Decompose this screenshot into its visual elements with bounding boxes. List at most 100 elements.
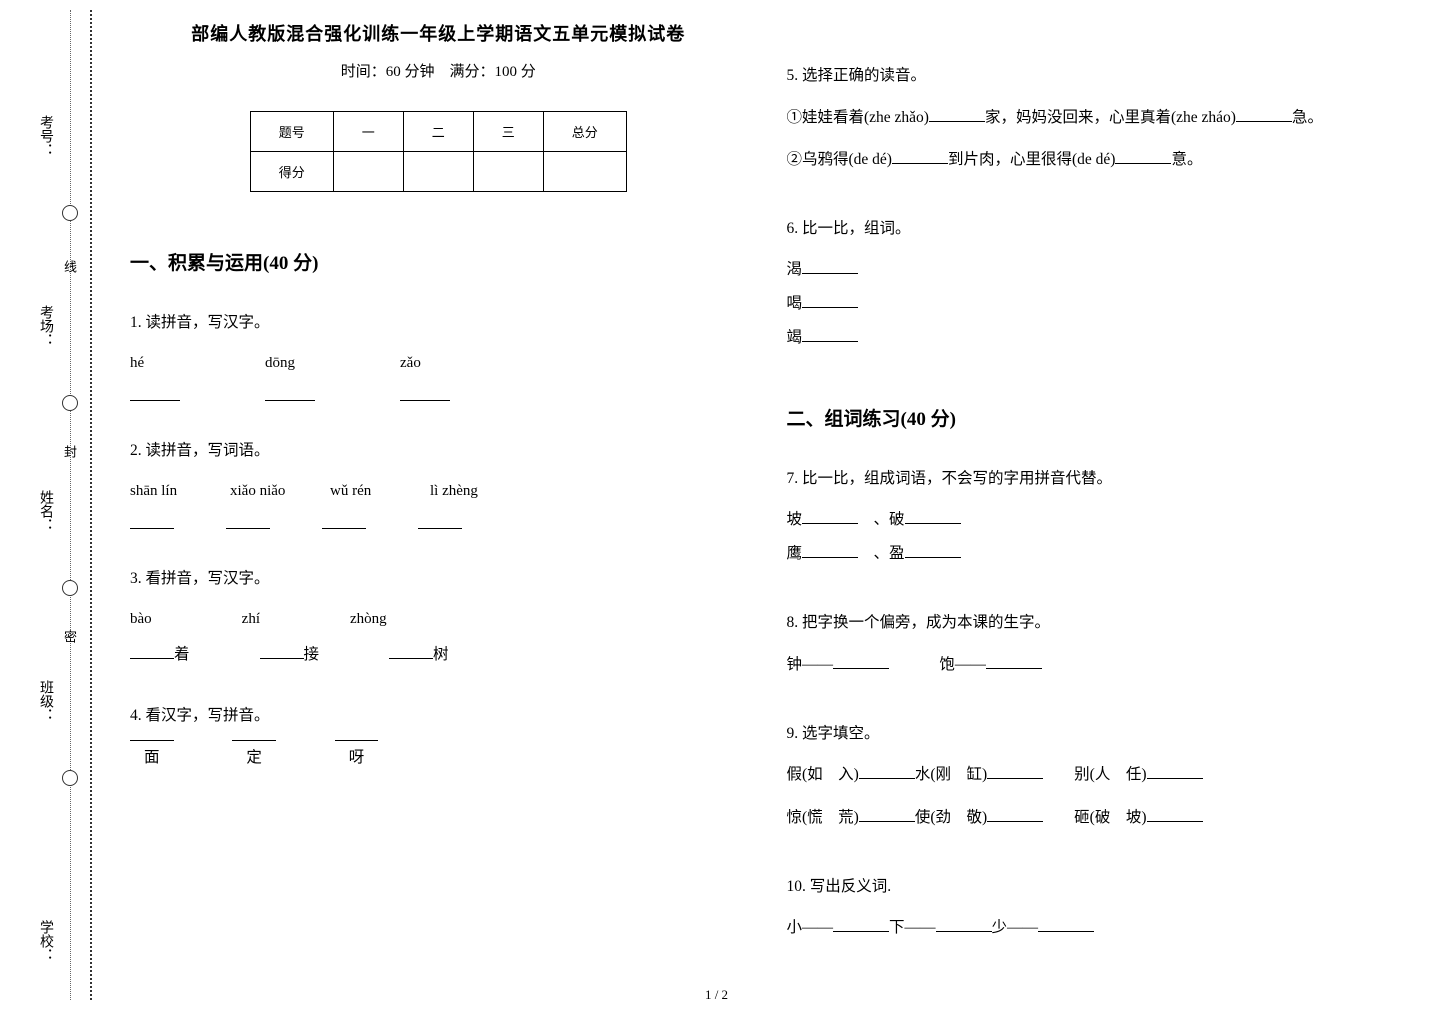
answer-blank bbox=[986, 651, 1042, 669]
q10-item: 小—— bbox=[787, 919, 834, 936]
q2-pinyin: xiǎo niǎo bbox=[230, 476, 300, 508]
q3-pinyin: zhòng bbox=[350, 604, 387, 636]
question-3: 3. 看拼音，写汉字。 bào zhí zhòng 着 接 树 bbox=[130, 563, 747, 672]
q9-item: 水(刚 缸) bbox=[915, 766, 987, 783]
left-column: 部编人教版混合强化训练一年级上学期语文五单元模拟试卷 时间：60 分钟 满分：1… bbox=[130, 20, 747, 991]
answer-blank bbox=[987, 761, 1043, 779]
q3-suffix: 树 bbox=[433, 646, 449, 663]
binding-margin: 考号： 线 考场： 封 姓名： 密 班级： 学校： bbox=[0, 0, 100, 1011]
section-1-heading: 一、积累与运用(40 分) bbox=[130, 248, 747, 275]
q1-pinyin: zǎo bbox=[400, 348, 470, 380]
answer-blank bbox=[802, 324, 858, 342]
circle-mark bbox=[62, 205, 78, 221]
score-header: 一 bbox=[333, 112, 403, 152]
q7-char: 坡 bbox=[787, 511, 803, 528]
question-2: 2. 读拼音，写词语。 shān lín xiǎo niǎo wǔ rén lì… bbox=[130, 435, 747, 535]
label-room: 考场： bbox=[35, 305, 55, 347]
score-cell bbox=[473, 152, 543, 192]
answer-blank bbox=[929, 104, 985, 122]
q10-item: 少—— bbox=[992, 919, 1039, 936]
q5-text: 家，妈妈没回来，心里真着(zhe zháo) bbox=[985, 109, 1236, 126]
question-7: 7. 比一比，组成词语，不会写的字用拼音代替。 坡 、破 鹰 、盈 bbox=[787, 463, 1404, 580]
q5-prompt: 5. 选择正确的读音。 bbox=[787, 60, 1404, 93]
q2-pinyin: lì zhèng bbox=[430, 476, 500, 508]
right-column: 5. 选择正确的读音。 ①娃娃看着(zhe zhǎo) 家，妈妈没回来，心里真着(… bbox=[787, 20, 1404, 991]
question-5: 5. 选择正确的读音。 ①娃娃看着(zhe zhǎo) 家，妈妈没回来，心里真着(… bbox=[787, 60, 1404, 185]
q4-char: 面 bbox=[130, 740, 174, 775]
score-header: 题号 bbox=[250, 112, 333, 152]
q8-item: 饱—— bbox=[939, 656, 986, 673]
score-cell bbox=[333, 152, 403, 192]
answer-blank bbox=[1236, 104, 1292, 122]
page-content: 部编人教版混合强化训练一年级上学期语文五单元模拟试卷 时间：60 分钟 满分：1… bbox=[130, 20, 1403, 991]
q5-text: 急。 bbox=[1292, 109, 1323, 126]
section-2-heading: 二、组词练习(40 分) bbox=[787, 404, 1404, 431]
seal-char-mi: 密 bbox=[60, 630, 79, 657]
q7-char: 盈 bbox=[889, 545, 905, 562]
seal-char-feng: 封 bbox=[60, 445, 79, 472]
q6-char: 竭 bbox=[787, 329, 803, 346]
answer-blank bbox=[1147, 804, 1203, 822]
q2-pinyin: shān lín bbox=[130, 476, 200, 508]
label-name: 姓名： bbox=[35, 490, 55, 532]
q8-item: 钟—— bbox=[787, 656, 834, 673]
q5-text: 意。 bbox=[1171, 151, 1202, 168]
answer-blank bbox=[833, 914, 889, 932]
question-4: 4. 看汉字，写拼音。 面 定 呀 bbox=[130, 700, 747, 784]
question-8: 8. 把字换一个偏旁，成为本课的生字。 钟—— 饱—— bbox=[787, 607, 1404, 690]
answer-blank bbox=[389, 641, 433, 659]
answer-blank bbox=[859, 761, 915, 779]
circle-mark bbox=[62, 395, 78, 411]
q10-prompt: 10. 写出反义词. bbox=[787, 871, 1404, 904]
answer-blank bbox=[833, 651, 889, 669]
q7-prompt: 7. 比一比，组成词语，不会写的字用拼音代替。 bbox=[787, 463, 1404, 496]
q3-pinyin: bào bbox=[130, 604, 152, 636]
score-header: 二 bbox=[403, 112, 473, 152]
label-class: 班级： bbox=[35, 680, 55, 722]
q9-item: 假(如 入) bbox=[787, 766, 859, 783]
answer-blank bbox=[1147, 761, 1203, 779]
q9-item: 别(人 任) bbox=[1074, 766, 1146, 783]
answer-blank bbox=[260, 641, 304, 659]
q6-prompt: 6. 比一比，组词。 bbox=[787, 213, 1404, 246]
q7-char: 破 bbox=[889, 511, 905, 528]
q9-item: 砸(破 坡) bbox=[1074, 809, 1146, 826]
answer-blank bbox=[905, 506, 961, 524]
answer-blank bbox=[130, 383, 180, 401]
score-cell bbox=[543, 152, 626, 192]
q5-text: ①娃娃看着(zhe zhǎo) bbox=[787, 109, 929, 126]
q7-char: 鹰 bbox=[787, 545, 803, 562]
exam-title: 部编人教版混合强化训练一年级上学期语文五单元模拟试卷 bbox=[130, 20, 747, 46]
q2-prompt: 2. 读拼音，写词语。 bbox=[130, 435, 747, 468]
score-table: 题号 一 二 三 总分 得分 bbox=[250, 111, 627, 192]
score-header: 总分 bbox=[543, 112, 626, 152]
answer-blank bbox=[1038, 914, 1094, 932]
score-header: 三 bbox=[473, 112, 543, 152]
score-cell bbox=[403, 152, 473, 192]
page-number: 1 / 2 bbox=[705, 987, 728, 1003]
answer-blank bbox=[892, 146, 948, 164]
q5-text: 到片肉，心里很得(de dé) bbox=[948, 151, 1115, 168]
answer-blank bbox=[802, 540, 858, 558]
q8-prompt: 8. 把字换一个偏旁，成为本课的生字。 bbox=[787, 607, 1404, 640]
answer-blank bbox=[265, 383, 315, 401]
q2-pinyin: wǔ rén bbox=[330, 476, 400, 508]
q1-pinyin: dōng bbox=[265, 348, 335, 380]
answer-blank bbox=[936, 914, 992, 932]
circle-mark bbox=[62, 770, 78, 786]
q6-char: 喝 bbox=[787, 295, 803, 312]
question-6: 6. 比一比，组词。 渴 喝 竭 bbox=[787, 213, 1404, 364]
answer-blank bbox=[418, 511, 462, 529]
answer-blank bbox=[1115, 146, 1171, 164]
label-exam-id: 考号： bbox=[35, 115, 55, 157]
answer-blank bbox=[859, 804, 915, 822]
q1-prompt: 1. 读拼音，写汉字。 bbox=[130, 307, 747, 340]
label-school: 学校： bbox=[35, 920, 55, 962]
seal-char-line: 线 bbox=[60, 260, 79, 287]
circle-mark bbox=[62, 580, 78, 596]
question-1: 1. 读拼音，写汉字。 hé dōng zǎo bbox=[130, 307, 747, 407]
q3-suffix: 着 bbox=[174, 646, 190, 663]
cut-line-outer bbox=[90, 10, 92, 1000]
q3-suffix: 接 bbox=[304, 646, 320, 663]
answer-blank bbox=[130, 641, 174, 659]
